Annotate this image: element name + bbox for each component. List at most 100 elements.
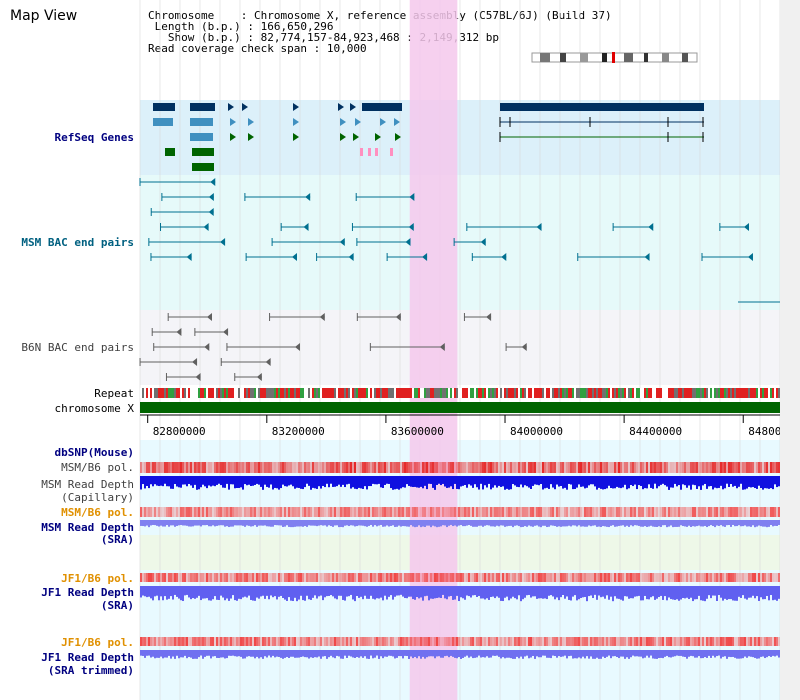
jf1-depth-sra-bar xyxy=(522,586,524,600)
jf1-depth-sra-bar xyxy=(180,586,182,601)
repeat-segment xyxy=(482,388,484,398)
jf1-pol2-cell xyxy=(368,637,370,646)
jf1-pol2-cell xyxy=(358,637,360,646)
chromosome-track-label[interactable]: chromosome X xyxy=(54,402,134,415)
dbsnp-track-label[interactable]: dbSNP(Mouse) xyxy=(54,446,134,459)
msm-pol-track-label[interactable]: MSM/B6 pol. xyxy=(61,461,134,474)
jf1-depth-trim-label-1[interactable]: JF1 Read Depth xyxy=(41,651,134,664)
jf1-depth-sra-bar xyxy=(662,586,664,600)
repeat-track-label[interactable]: Repeat xyxy=(94,387,134,400)
jf1-depth-trim-bar xyxy=(224,650,226,659)
msm-pol-cell xyxy=(326,462,328,473)
msm-depth-cap-bar xyxy=(564,476,566,488)
msm-pol2-cell xyxy=(390,507,392,517)
refseq-gene-arrow xyxy=(248,118,254,126)
msm-depth-sra-bar xyxy=(730,520,732,527)
jf1-pol-cell xyxy=(146,573,148,582)
jf1-pol2-cell xyxy=(730,637,732,646)
msm-depth-sra-bar xyxy=(564,520,566,527)
jf1-pol-cell xyxy=(258,573,260,582)
refseq-gene-arrow xyxy=(380,118,386,126)
jf1-pol2-cell xyxy=(684,637,686,646)
msm-pol-cell xyxy=(606,462,608,473)
jf1-pol-track-label[interactable]: JF1/B6 pol. xyxy=(61,572,134,585)
jf1-pol2-cell xyxy=(446,637,448,646)
jf1-pol2-cell xyxy=(530,637,532,646)
jf1-pol-cell xyxy=(244,573,246,582)
refseq-gene xyxy=(192,148,214,156)
jf1-pol2-cell xyxy=(390,637,392,646)
jf1-pol-cell xyxy=(354,573,356,582)
b6n-bac-track-label[interactable]: B6N BAC end pairs xyxy=(21,341,134,354)
jf1-depth-sra-label-1[interactable]: JF1 Read Depth xyxy=(41,586,134,599)
repeat-segment xyxy=(260,388,262,398)
jf1-depth-trim-bar xyxy=(686,650,688,659)
msm-depth-cap-bar xyxy=(162,476,164,487)
jf1-pol2-cell xyxy=(706,637,708,646)
msm-depth-cap-bar xyxy=(442,476,444,484)
jf1-pol-cell xyxy=(520,573,522,582)
msm-depth-cap-bar xyxy=(518,476,520,488)
jf1-pol2-cell xyxy=(698,637,700,646)
jf1-pol-cell xyxy=(424,573,426,582)
msm-bac-track-label[interactable]: MSM BAC end pairs xyxy=(21,236,134,249)
msm-depth-sra-bar xyxy=(474,520,476,527)
msm-pol-cell xyxy=(692,462,694,473)
msm-pol-cell xyxy=(292,462,294,473)
jf1-depth-sra-bar xyxy=(774,586,776,600)
refseq-track-label[interactable]: RefSeq Genes xyxy=(54,131,134,144)
msm-depth-sra-bar xyxy=(400,520,402,527)
jf1-depth-sra-bar xyxy=(570,586,572,601)
repeat-segment xyxy=(492,388,494,398)
jf1-pol-cell xyxy=(306,573,308,582)
jf1-depth-trim-bar xyxy=(262,650,264,659)
right-scrollbar[interactable] xyxy=(780,0,800,700)
jf1-pol2-cell xyxy=(568,637,570,646)
msm-depth-cap-bar xyxy=(510,476,512,490)
jf1-pol2-cell xyxy=(290,637,292,646)
msm-depth-sra-bar xyxy=(424,520,426,527)
jf1-pol2-cell xyxy=(160,637,162,646)
msm-pol-cell xyxy=(386,462,388,473)
msm-depth-cap-bar xyxy=(722,476,724,490)
jf1-pol-cell xyxy=(724,573,726,582)
msm-depth-sra-bar xyxy=(752,520,754,526)
msm-depth-cap-bar xyxy=(778,476,780,487)
repeat-segment xyxy=(184,388,186,398)
repeat-segment xyxy=(718,388,720,398)
jf1-depth-trim-bar xyxy=(410,650,412,657)
msm-depth-sra-label-1[interactable]: MSM Read Depth xyxy=(41,521,134,534)
jf1-pol-cell xyxy=(210,573,212,582)
jf1-depth-trim-bar xyxy=(600,650,602,659)
jf1-pol-cell xyxy=(174,573,176,582)
msm-pol2-cell xyxy=(682,507,684,517)
msm-depth-sra-bar xyxy=(228,520,230,528)
repeat-segment xyxy=(624,388,626,398)
jf1-pol-cell xyxy=(406,573,408,582)
jf1-pol-cell xyxy=(728,573,730,582)
jf1-depth-trim-bar xyxy=(284,650,286,658)
refseq-gene-arrow xyxy=(338,103,344,111)
jf1-pol-cell xyxy=(674,573,676,582)
jf1-depth-trim-bar xyxy=(346,650,348,658)
msm-pol2-track-label[interactable]: MSM/B6 pol. xyxy=(61,506,134,519)
msm-pol2-cell xyxy=(698,507,700,517)
msm-pol2-cell xyxy=(230,507,232,517)
jf1-depth-trim-bar xyxy=(542,650,544,656)
jf1-pol-cell xyxy=(772,573,774,582)
msm-pol-cell xyxy=(602,462,604,473)
jf1-depth-trim-bar xyxy=(188,650,190,657)
repeat-segment xyxy=(542,388,544,398)
jf1-pol-cell xyxy=(228,573,230,582)
msm-depth-sra-bar xyxy=(656,520,658,528)
jf1-pol-cell xyxy=(342,573,344,582)
msm-pol2-cell xyxy=(522,507,524,517)
msm-pol2-cell xyxy=(254,507,256,517)
msm-pol2-cell xyxy=(430,507,432,517)
msm-pol2-cell xyxy=(652,507,654,517)
msm-depth-sra-bar xyxy=(640,520,642,527)
msm-depth-sra-bar xyxy=(166,520,168,526)
jf1-pol2-track-label[interactable]: JF1/B6 pol. xyxy=(61,636,134,649)
msm-depth-cap-label-1[interactable]: MSM Read Depth xyxy=(41,478,134,491)
jf1-pol-cell xyxy=(334,573,336,582)
